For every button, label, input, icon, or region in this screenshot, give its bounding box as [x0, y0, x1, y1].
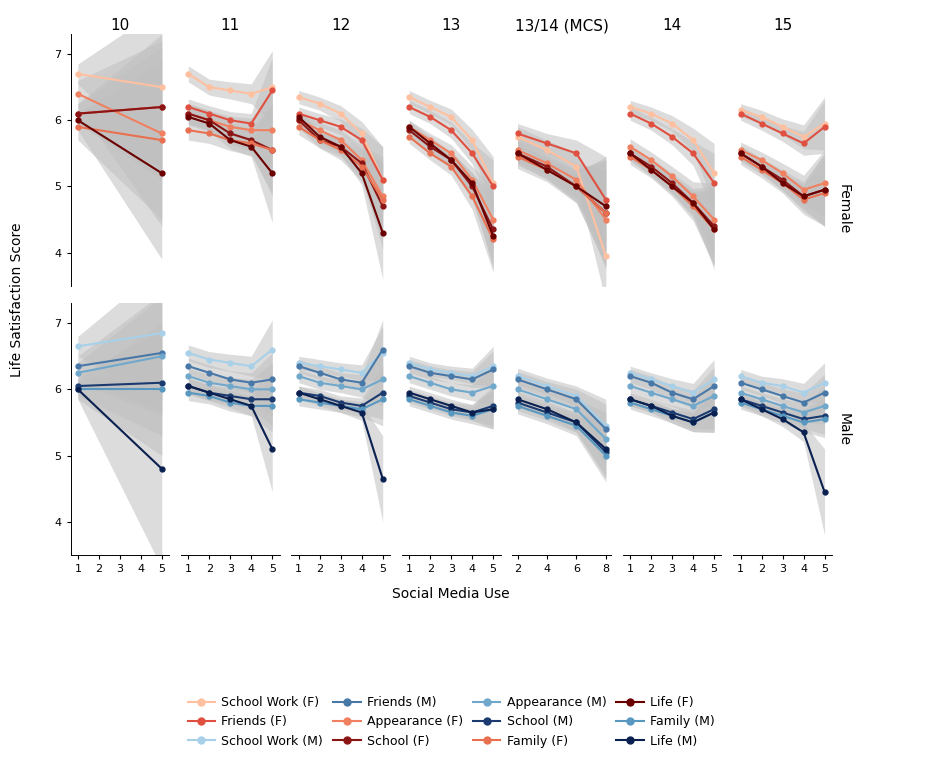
Title: 11: 11	[221, 18, 240, 33]
Text: Female: Female	[838, 184, 851, 234]
Title: 13: 13	[442, 18, 461, 33]
Title: 14: 14	[663, 18, 682, 33]
Title: 15: 15	[773, 18, 792, 33]
Text: Social Media Use: Social Media Use	[392, 587, 510, 601]
Title: 10: 10	[110, 18, 130, 33]
Text: Male: Male	[838, 413, 851, 446]
Legend: School Work (F), Friends (F), School Work (M), Friends (M), Appearance (F), Scho: School Work (F), Friends (F), School Wor…	[181, 690, 721, 754]
Title: 13/14 (MCS): 13/14 (MCS)	[515, 18, 608, 33]
Title: 12: 12	[331, 18, 351, 33]
Text: Life Satisfaction Score: Life Satisfaction Score	[10, 223, 24, 378]
